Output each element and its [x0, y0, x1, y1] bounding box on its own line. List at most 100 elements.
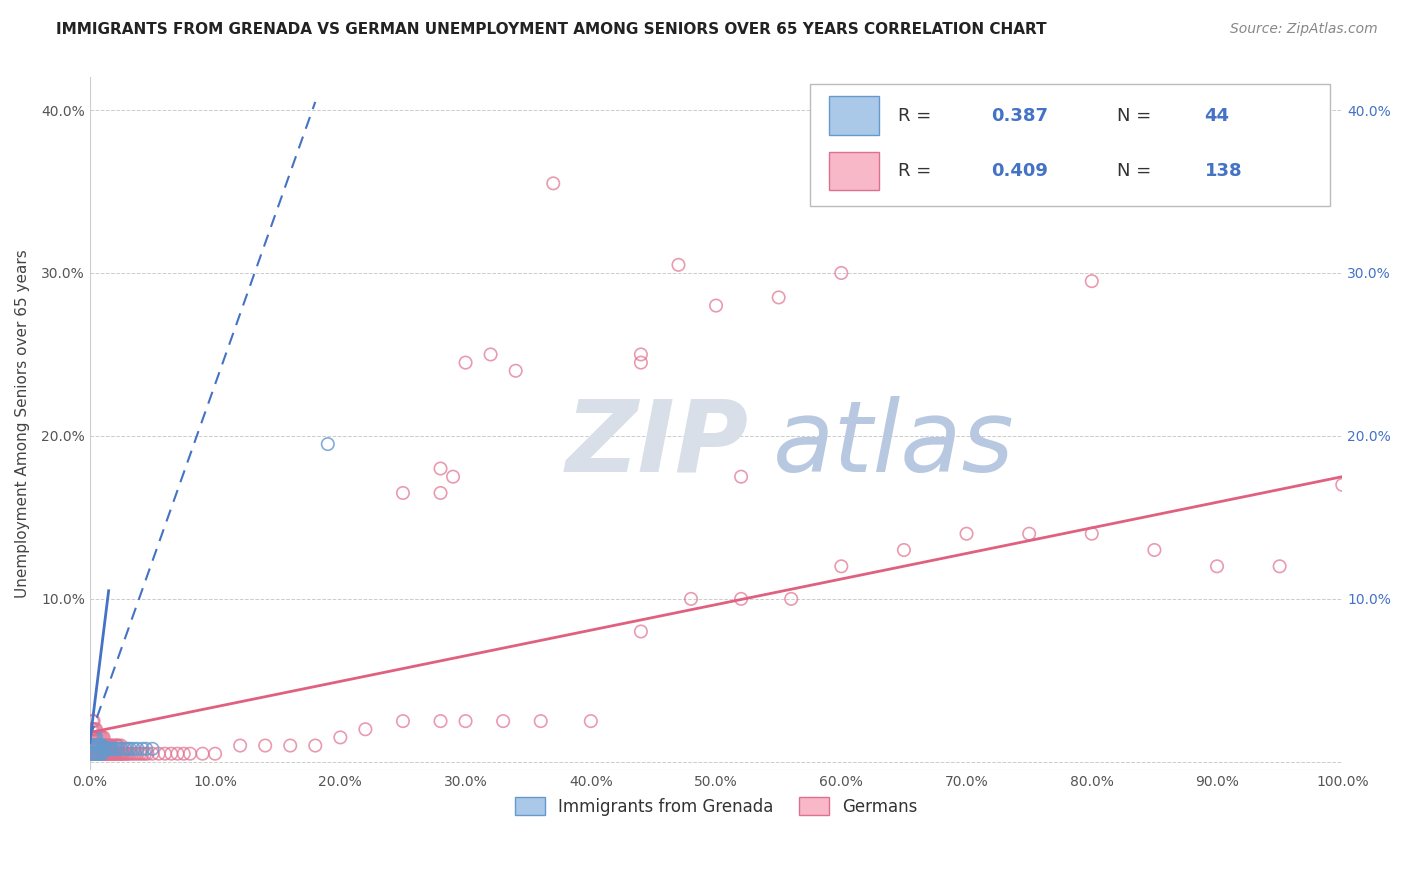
Point — [87, 747, 110, 761]
Point — [84, 747, 107, 761]
FancyBboxPatch shape — [828, 96, 879, 135]
Point — [90, 747, 112, 761]
Point — [630, 624, 652, 639]
Point — [86, 731, 108, 745]
Point — [98, 747, 121, 761]
Point — [830, 559, 852, 574]
Point — [1081, 526, 1104, 541]
Point — [454, 356, 477, 370]
Point — [112, 747, 135, 761]
Point — [679, 591, 702, 606]
Point — [121, 747, 143, 761]
Point — [91, 739, 114, 753]
Point — [98, 741, 121, 756]
Point — [127, 747, 149, 761]
Point — [82, 739, 104, 753]
Point — [104, 739, 127, 753]
Point — [131, 741, 153, 756]
Point — [86, 747, 108, 761]
Point — [505, 364, 527, 378]
Point — [117, 741, 139, 756]
Point — [89, 739, 111, 753]
Point — [127, 741, 149, 756]
Point — [90, 739, 112, 753]
Point — [107, 739, 129, 753]
Point — [316, 437, 339, 451]
Point — [97, 739, 120, 753]
Point — [780, 591, 803, 606]
Point — [83, 747, 105, 761]
Point — [204, 747, 226, 761]
Point — [82, 731, 104, 745]
Point — [105, 741, 128, 756]
Text: N =: N = — [1116, 106, 1157, 125]
Point — [93, 739, 115, 753]
Point — [84, 723, 107, 737]
Point — [94, 747, 117, 761]
Point — [392, 714, 415, 728]
Point — [80, 723, 103, 737]
Point — [429, 461, 451, 475]
Point — [134, 747, 156, 761]
Point — [1331, 478, 1354, 492]
Point — [91, 747, 114, 761]
Point — [80, 739, 103, 753]
Point — [100, 741, 122, 756]
Point — [82, 731, 104, 745]
Point — [830, 266, 852, 280]
Point — [100, 747, 122, 761]
Point — [124, 747, 146, 761]
Point — [80, 747, 103, 761]
Point — [229, 739, 252, 753]
Point — [93, 747, 115, 761]
Point — [1081, 274, 1104, 288]
Point — [98, 739, 121, 753]
Point — [730, 591, 752, 606]
Point — [110, 747, 132, 761]
Point — [83, 739, 105, 753]
Text: R =: R = — [897, 106, 936, 125]
Point — [83, 723, 105, 737]
Point — [103, 747, 125, 761]
Point — [141, 741, 163, 756]
Point — [254, 739, 277, 753]
Point — [93, 741, 115, 756]
Point — [91, 739, 114, 753]
Point — [893, 543, 915, 558]
Point — [96, 741, 118, 756]
Point — [1143, 543, 1166, 558]
Point — [83, 739, 105, 753]
Point — [97, 747, 120, 761]
Point — [89, 739, 111, 753]
Point — [83, 747, 105, 761]
Point — [80, 739, 103, 753]
Point — [148, 747, 170, 761]
Point — [1206, 559, 1229, 574]
Point — [84, 739, 107, 753]
Point — [131, 747, 153, 761]
Point — [83, 747, 105, 761]
Point — [80, 747, 103, 761]
Point — [441, 469, 464, 483]
Text: atlas: atlas — [772, 396, 1014, 493]
Point — [84, 747, 107, 761]
Point — [91, 747, 114, 761]
Point — [90, 731, 112, 745]
Point — [94, 741, 117, 756]
Point — [83, 714, 105, 728]
Text: N =: N = — [1116, 162, 1157, 180]
Point — [101, 739, 124, 753]
Point — [118, 747, 141, 761]
Point — [530, 714, 553, 728]
Point — [173, 747, 195, 761]
Text: 138: 138 — [1205, 162, 1241, 180]
Point — [82, 723, 104, 737]
Point — [100, 739, 122, 753]
Point — [105, 747, 128, 761]
Point — [84, 731, 107, 745]
Point — [94, 747, 117, 761]
Point — [101, 747, 124, 761]
Point — [110, 741, 132, 756]
FancyBboxPatch shape — [810, 85, 1330, 205]
Point — [86, 739, 108, 753]
